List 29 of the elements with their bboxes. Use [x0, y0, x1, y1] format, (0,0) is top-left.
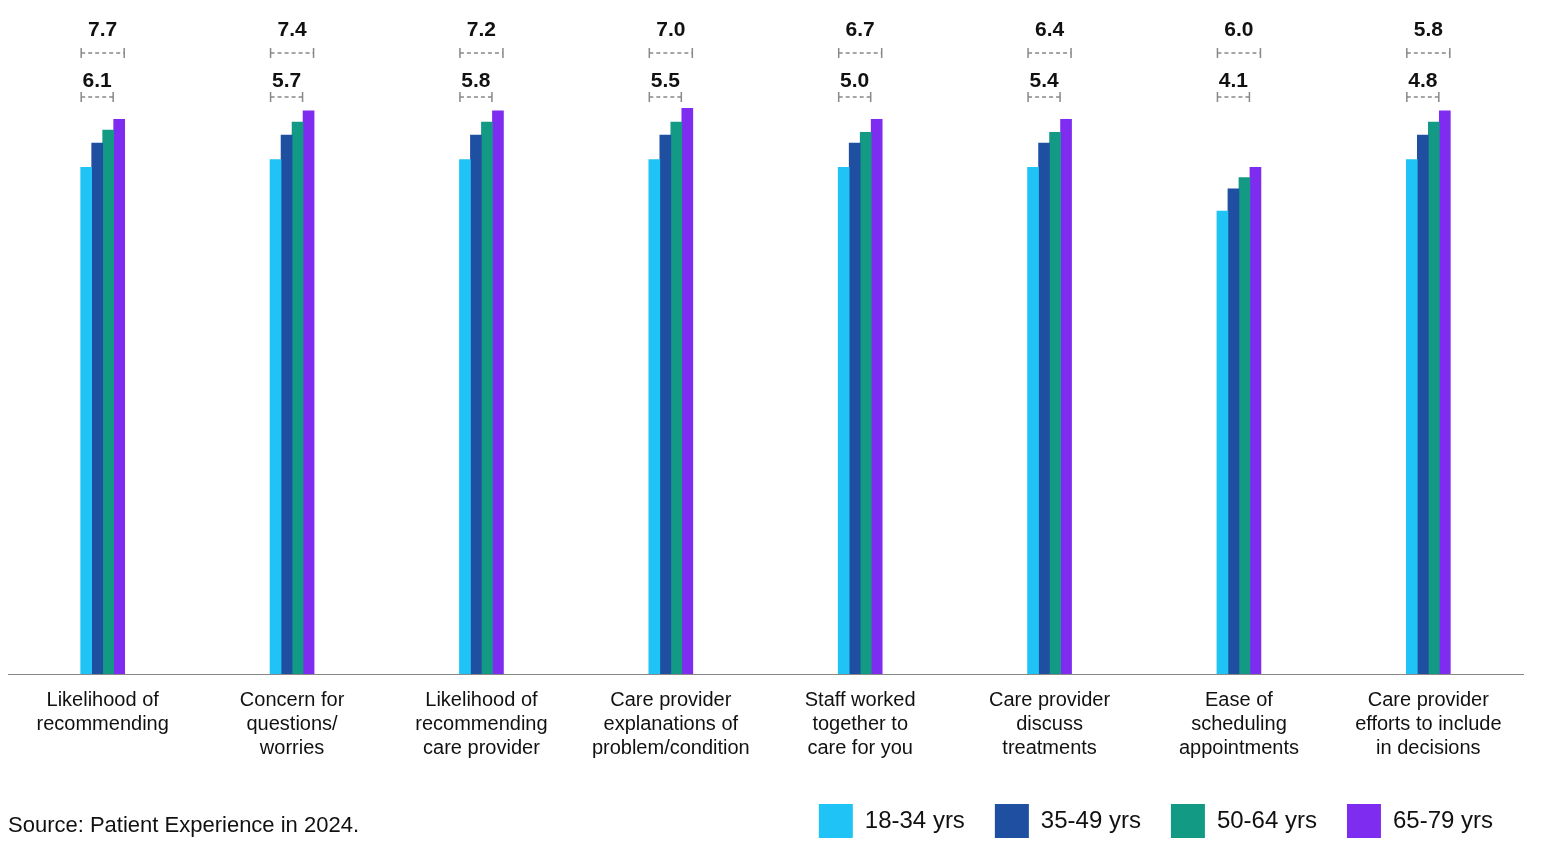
legend-label: 35-49 yrs — [1040, 805, 1141, 833]
x-tick-label: Concern for questions/ worries — [239, 687, 345, 758]
legend-label: 65-79 yrs — [1392, 805, 1493, 833]
text: 4.8 — [1408, 67, 1438, 91]
x-tick-label: Care provider efforts to include in decisions — [1355, 687, 1502, 758]
text: 4.1 — [1218, 67, 1249, 91]
x-tick-label: Ease of scheduling appointments — [1178, 687, 1299, 758]
x-tick-label: Care provider discuss treatments — [988, 687, 1111, 758]
text: 7.0 — [656, 16, 686, 40]
text: 7.4 — [277, 16, 307, 40]
text: 5.0 — [840, 67, 870, 91]
text: 5.4 — [1029, 67, 1059, 91]
text: 5.7 — [271, 67, 302, 91]
x-tick-label: Staff worked together to care for you — [804, 687, 916, 758]
legend-label: 18-34 yrs — [864, 805, 965, 833]
text: 7.7 — [88, 16, 118, 40]
text: 5.5 — [650, 67, 681, 91]
text: 5.8 — [461, 67, 491, 91]
text: 6.4 — [1034, 16, 1065, 40]
text: 5.8 — [1413, 16, 1444, 40]
x-tick-label: Care provider explanations of problem/condition — [591, 687, 750, 758]
text: 6.0 — [1224, 16, 1254, 40]
x-tick-label: Likelihood of recommending — [36, 687, 169, 734]
source-note: Source: Patient Experience in 2024. — [8, 812, 360, 838]
legend-label: 50-64 yrs — [1216, 805, 1317, 833]
text: 6.7 — [845, 16, 875, 40]
text: 7.2 — [466, 16, 497, 40]
text: 6.1 — [82, 67, 113, 91]
x-tick-label: Likelihood of recommending care provider — [415, 687, 548, 758]
